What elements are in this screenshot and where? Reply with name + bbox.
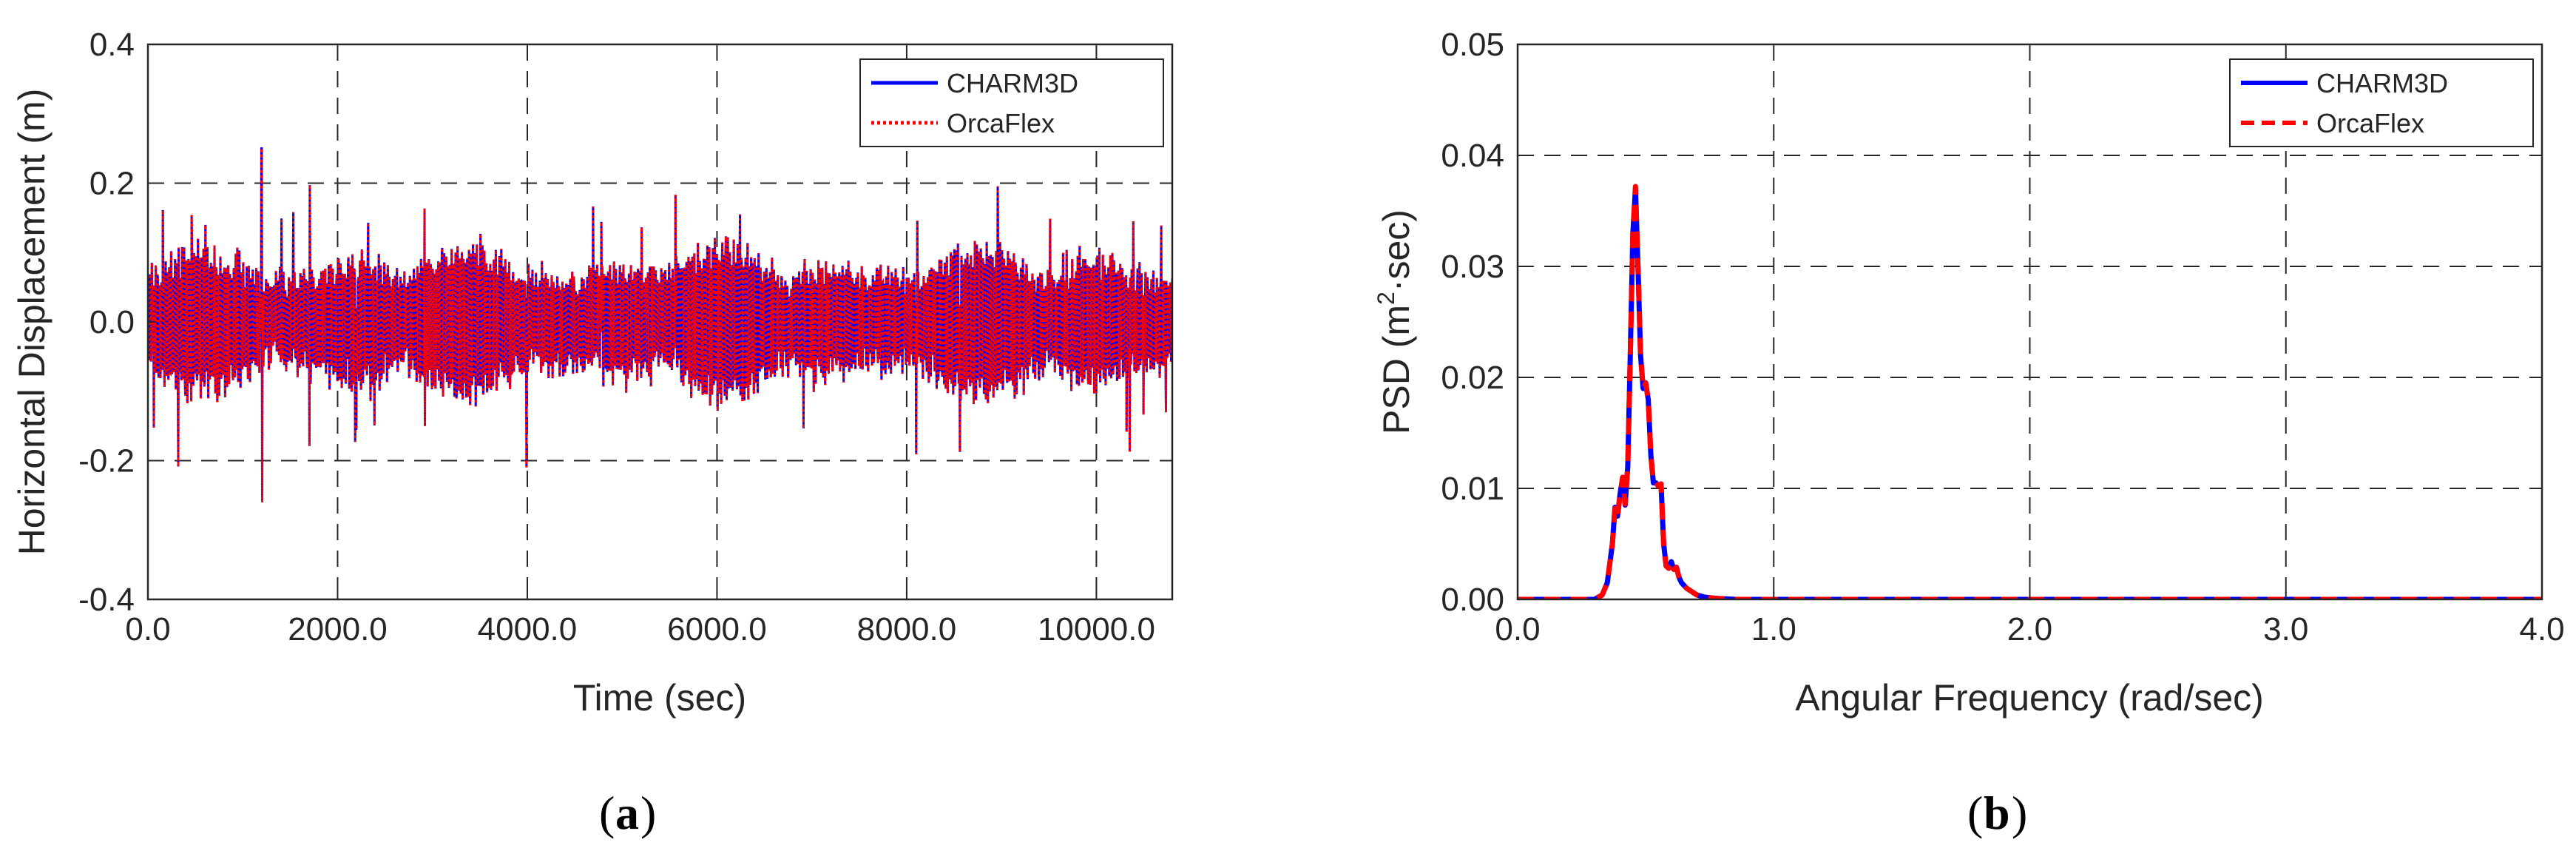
panel-a-time-series: 0.0 2000.0 4000.0 6000.0 8000.0 10000.0 -0.4-… (11, 27, 1174, 839)
y-tick-label: 0.00 (1441, 582, 1504, 618)
x-tick-label: 3.0 (2263, 611, 2308, 647)
x-tick-label: 8000.0 (857, 611, 957, 647)
panel-b-plot-area (1518, 184, 2542, 599)
panel-b-legend-orcaflex-label: OrcaFlex (2316, 108, 2424, 138)
x-tick-label: 4.0 (2519, 611, 2564, 647)
panel-a-legend: CHARM3D OrcaFlex (859, 58, 1164, 147)
y-tick-label: 0.2 (89, 166, 135, 202)
y-tick-label: 0.03 (1441, 249, 1504, 285)
y-tick-label: 0.04 (1441, 138, 1504, 174)
x-tick-label: 2000.0 (288, 611, 388, 647)
y-tick-label: -0.4 (78, 582, 135, 618)
panel-b-x-ticks: 0.0 1.0 2.0 3.0 4.0 (1495, 592, 2565, 647)
y-tick-label: 0.02 (1441, 360, 1504, 396)
x-tick-label: 10000.0 (1038, 611, 1155, 647)
panel-a-caption-letter: a (615, 787, 639, 839)
panel-b-y-label-sup: 2 (1373, 292, 1399, 305)
panel-b-legend-charm3d-label: CHARM3D (2316, 68, 2448, 98)
x-tick-label: 1.0 (1751, 611, 1796, 647)
panel-b-caption-open: ( (1967, 787, 1983, 839)
panel-a-x-axis-label: Time (sec) (573, 677, 746, 719)
y-tick-label: 0.4 (89, 27, 135, 63)
panel-b-x-axis-label: Angular Frequency (rad/sec) (1795, 677, 2264, 719)
x-tick-label: 0.0 (125, 611, 170, 647)
x-tick-label: 0.0 (1495, 611, 1540, 647)
panel-a-y-ticks: -0.4 -0.2 0.0 0.2 0.4 (78, 27, 155, 618)
x-tick-label: 4000.0 (478, 611, 578, 647)
panel-b-series-orcaflex-line (1518, 184, 2542, 599)
panel-b-grid (1518, 44, 2542, 599)
y-tick-label: -0.2 (78, 443, 135, 480)
panel-b-y-axis-label: PSD (m2·sec) (1373, 209, 1417, 434)
panel-b-caption-close: ) (2012, 787, 2027, 839)
panel-a-y-axis-label: Horizontal Displacement (m) (11, 89, 53, 556)
panel-b-y-label-suffix: ·sec) (1376, 209, 1417, 292)
panel-a-legend-orcaflex-label: OrcaFlex (947, 108, 1055, 138)
x-tick-label: 2.0 (2007, 611, 2052, 647)
panel-a-series-orcaflex-line (148, 147, 1172, 502)
panel-a-x-ticks: 0.0 2000.0 4000.0 6000.0 8000.0 10000.0 (125, 592, 1155, 647)
panel-b-caption-letter: b (1984, 787, 2010, 839)
panel-b-legend: CHARM3D OrcaFlex (2229, 58, 2534, 147)
x-tick-label: 6000.0 (667, 611, 767, 647)
panel-a-legend-charm3d-label: CHARM3D (947, 68, 1078, 98)
y-tick-label: 0.0 (89, 304, 135, 340)
panel-a-caption-close: ) (640, 787, 656, 839)
panel-b-y-label-prefix: PSD (m (1376, 305, 1417, 434)
y-tick-label: 0.05 (1441, 27, 1504, 63)
panel-a-plot-area (148, 147, 1172, 502)
panel-b-psd: 0.0 1.0 2.0 3.0 4.0 0.00 0.01 0.02 0.03 0.04 0.05… (1373, 27, 2565, 839)
panel-a-caption-open: ( (599, 787, 615, 839)
panel-b-y-ticks: 0.00 0.01 0.02 0.03 0.04 0.05 (1441, 27, 1525, 618)
y-tick-label: 0.01 (1441, 471, 1504, 507)
